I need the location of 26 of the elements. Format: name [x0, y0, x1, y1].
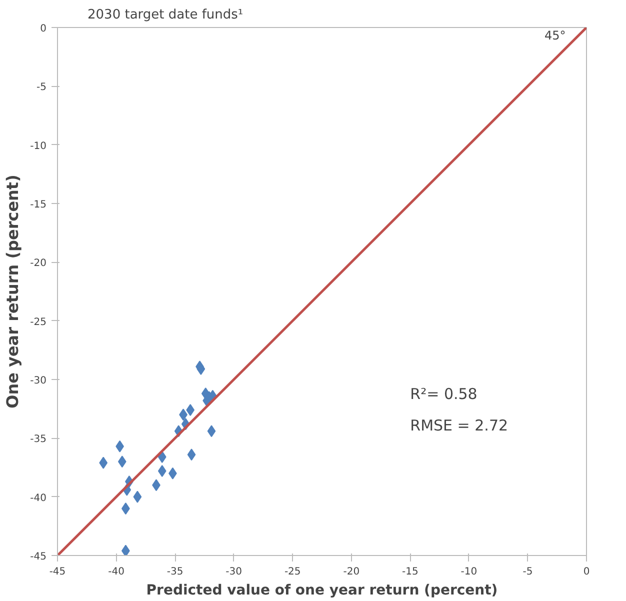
x-tick-label: -30: [226, 566, 242, 578]
chart-title: 2030 target date funds¹: [88, 8, 244, 22]
y-tick-label: -30: [30, 376, 47, 386]
annotation: 45°: [544, 28, 566, 42]
y-tick-label: -20: [30, 258, 47, 270]
y-tick-label: -25: [30, 316, 47, 328]
x-tick-label: -35: [166, 566, 184, 578]
annotation: R²= 0.58: [410, 384, 478, 403]
y-tick-label: -40: [30, 492, 47, 504]
y-tick-label: -15: [30, 200, 47, 210]
x-axis-title: Predicted value of one year return (percent): [146, 582, 498, 598]
x-tick-label: -5: [522, 566, 533, 578]
x-tick-label: -25: [284, 566, 301, 578]
x-tick-label: -40: [108, 566, 124, 578]
x-tick-label: -10: [460, 566, 478, 578]
y-tick-label: -5: [36, 82, 47, 94]
annotation: RMSE = 2.72: [410, 416, 508, 435]
y-tick-label: -45: [30, 552, 47, 562]
y-tick-label: -35: [30, 434, 47, 446]
x-tick-label: 0: [583, 566, 590, 578]
y-tick-label: -10: [30, 140, 47, 152]
x-tick-label: -45: [49, 566, 66, 578]
x-tick-label: -15: [402, 566, 418, 578]
y-tick-label: 0: [40, 24, 47, 34]
y-axis-title: One year return (percent): [3, 174, 22, 408]
x-tick-label: -20: [343, 566, 360, 578]
